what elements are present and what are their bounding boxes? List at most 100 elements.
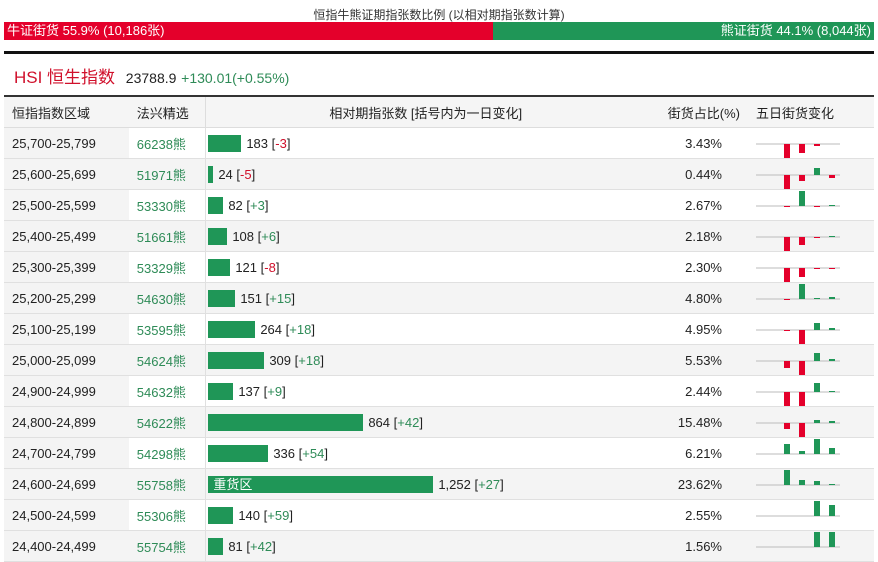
five-day-bar [784,268,790,282]
quantity-cell: 108 [+6] [205,220,646,252]
quantity-value: 137 [+9] [238,383,286,399]
five-day-sparkline [748,189,874,221]
warrant-code-link[interactable]: 53330熊 [128,189,206,221]
range-cell: 24,400-24,499 [4,530,129,562]
quantity-label: 137 [238,383,261,399]
warrant-code-link[interactable]: 54632熊 [128,375,206,407]
warrant-code-link[interactable]: 54622熊 [128,406,206,438]
warrant-code-link[interactable]: 55758熊 [128,468,206,500]
quantity-value: 1,252 [+27] [438,476,504,492]
five-day-sparkline [748,344,874,376]
five-day-bar [784,206,790,207]
warrant-code-link[interactable]: 54630熊 [128,282,206,314]
five-day-bar [799,480,805,485]
five-day-bar [784,361,790,368]
warrant-code-link[interactable]: 54624熊 [128,344,206,376]
five-day-sparkline [748,375,874,407]
index-price: 23788.9 [125,70,177,86]
percent-cell: 2.30% [645,251,748,283]
quantity-bar [208,134,242,152]
quantity-value: 151 [+15] [240,290,295,306]
percent-cell: 4.95% [645,313,748,345]
daily-change: -3 [275,135,287,151]
quantity-bar [208,537,224,555]
five-day-bar [799,451,805,454]
percent-cell: 2.67% [645,189,748,221]
warrant-code-link[interactable]: 51661熊 [128,220,206,252]
five-day-bar [799,237,805,245]
five-day-bar [829,328,835,330]
table-row: 25,500-25,599 53330熊 82 [+3] 2.67% [4,189,874,221]
quantity-bar [208,196,224,214]
five-day-bar [829,448,835,454]
range-cell: 24,800-24,899 [4,406,129,438]
five-day-bar [799,423,805,437]
five-day-bar [814,268,820,269]
five-day-bar [814,532,820,547]
quantity-value: 24 [-5] [218,166,256,182]
warrant-code-link[interactable]: 53595熊 [128,313,206,345]
five-day-bar [814,501,820,516]
range-cell: 24,500-24,599 [4,499,129,531]
daily-change: +18 [298,352,321,368]
five-day-sparkline [748,468,874,500]
percent-cell: 2.55% [645,499,748,531]
five-day-bar [829,484,835,485]
five-day-bar [829,391,835,392]
daily-change: +18 [289,321,312,337]
table-row: 25,200-25,299 54630熊 151 [+15] 4.80% [4,282,874,314]
quantity-value: 140 [+59] [238,507,293,523]
percent-cell: 2.44% [645,375,748,407]
five-day-bar [829,421,835,423]
divider [4,51,874,54]
quantity-label: 264 [260,321,283,337]
quantity-bar [208,258,231,276]
five-day-bar [829,297,835,299]
quantity-label: 183 [246,135,269,151]
quantity-cell: 864 [+42] [205,406,646,438]
daily-change: +42 [397,414,420,430]
five-day-sparkline [748,127,874,159]
quantity-cell: 336 [+54] [205,437,646,469]
table-row: 24,700-24,799 54298熊 336 [+54] 6.21% [4,437,874,469]
five-day-sparkline [748,530,874,562]
five-day-sparkline [748,251,874,283]
quantity-label: 81 [228,538,243,554]
table-row: 25,100-25,199 53595熊 264 [+18] 4.95% [4,313,874,345]
five-day-sparkline [748,437,874,469]
warrant-code-link[interactable]: 53329熊 [128,251,206,283]
quantity-cell: 183 [-3] [205,127,646,159]
warrant-code-link[interactable]: 51971熊 [128,158,206,190]
five-day-bar [784,237,790,251]
warrant-code-link[interactable]: 55754熊 [128,530,206,562]
range-cell: 25,100-25,199 [4,313,129,345]
five-day-bar [799,284,805,299]
five-day-bar [814,168,820,175]
five-day-sparkline [748,158,874,190]
warrant-code-link[interactable]: 66238熊 [128,127,206,159]
quantity-bar [208,320,256,338]
index-name: HSI 恒生指数 [14,68,116,87]
five-day-sparkline [748,499,874,531]
quantity-bar [208,382,234,400]
five-day-bar [829,268,835,269]
five-day-bar [784,470,790,485]
five-day-sparkline [748,220,874,252]
quantity-bar [208,227,228,245]
cbbc-table: 恒指指数区域 法兴精选 相对期指张数 [括号内为一日变化] 街货占比(%) 五日… [4,95,874,562]
quantity-bar [208,506,234,524]
five-day-bar [784,175,790,189]
quantity-label: 309 [269,352,292,368]
quantity-label: 121 [235,259,258,275]
warrant-code-link[interactable]: 54298熊 [128,437,206,469]
five-day-bar [784,392,790,406]
warrant-code-link[interactable]: 55306熊 [128,499,206,531]
chart-title: 恒指牛熊证期指张数比例 (以相对期指张数计算) [313,8,565,22]
quantity-label: 24 [218,166,233,182]
quantity-value: 183 [-3] [246,135,291,151]
quantity-label: 82 [228,197,243,213]
quantity-label: 151 [240,290,263,306]
quantity-label: 864 [368,414,391,430]
five-day-bar [799,361,805,375]
table-row: 25,700-25,799 66238熊 183 [-3] 3.43% [4,127,874,159]
